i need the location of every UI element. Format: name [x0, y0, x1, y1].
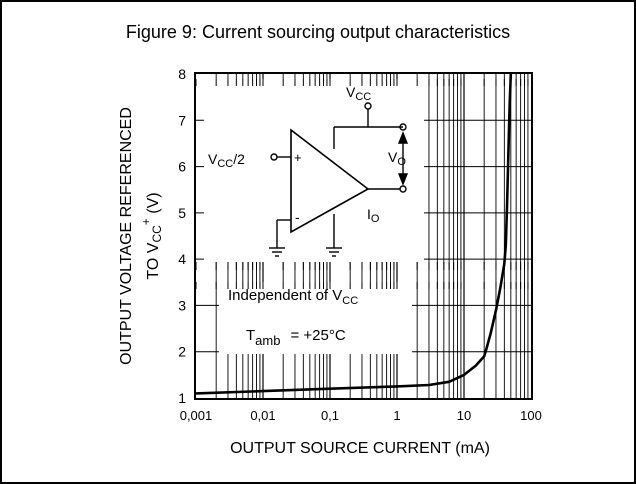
- inset-io-label: IO: [367, 206, 380, 225]
- y-tick-label: 6: [178, 159, 186, 175]
- y-tick-label: 2: [178, 344, 186, 360]
- x-tick-label: 100: [520, 408, 542, 423]
- inset-tick-marks: [195, 79, 529, 289]
- inset-vcc2-suffix: /2: [233, 151, 245, 167]
- y-tick-label: 8: [178, 66, 186, 82]
- y-tick-label: 7: [178, 112, 186, 128]
- x-tick-label: 10: [457, 408, 471, 423]
- inset-vcc2-sub: CC: [217, 158, 233, 170]
- annotation-tamb-sub: amb: [255, 333, 280, 348]
- y-tick-label: 1: [178, 390, 186, 406]
- y-tick-label: 3: [178, 297, 186, 313]
- x-tick-label: 0,001: [180, 408, 213, 423]
- opamp-minus-sign: -: [295, 209, 300, 225]
- annotation-tamb: Tamb = +25°C: [246, 327, 346, 348]
- curve-layer: [195, 73, 513, 395]
- plot-frame: [194, 72, 533, 400]
- figure-title: Figure 9: Current sourcing output charac…: [125, 22, 511, 42]
- inset-vcc-sub: CC: [355, 91, 371, 103]
- inset-vo-label: VO: [388, 149, 406, 168]
- x-axis-label: OUTPUT SOURCE CURRENT (mA): [230, 440, 490, 457]
- vo-top-terminal: [399, 123, 407, 131]
- vo-arrow-up: [397, 131, 409, 144]
- annotation-tamb-value: = +25°C: [290, 327, 345, 344]
- annotation-tamb-t: T: [246, 327, 255, 344]
- series-line-0: [195, 73, 513, 395]
- inset-vcc-label: VCC: [346, 84, 371, 103]
- opamp-triangle: [290, 128, 370, 234]
- x-tick-labels: 0,001 0,01 0,1 1 10 100: [180, 408, 542, 423]
- inset-vo-sub: O: [397, 156, 406, 168]
- vo-bottom-terminal: [399, 185, 407, 193]
- opamp-plus-sign: +: [294, 150, 302, 165]
- y-axis-label-unit: (V): [145, 192, 162, 218]
- inset-io-i: I: [367, 206, 371, 222]
- input-plus-terminal: [270, 153, 278, 161]
- y-axis-label-line1: OUTPUT VOLTAGE REFERENCED: [118, 107, 135, 365]
- annotation-independent: Independent of VCC: [228, 287, 358, 307]
- y-axis-label-sup: +: [139, 218, 153, 225]
- inset-vcc-v: V: [346, 84, 356, 100]
- annotation-independent-text: Independent of V: [228, 287, 342, 304]
- inset-io-sub: O: [371, 213, 380, 225]
- y-axis-label-line2: TO VCC+ (V): [139, 192, 164, 279]
- inset-vcc2-label: VCC/2: [208, 151, 245, 170]
- annotation-independent-sub: CC: [342, 295, 358, 307]
- annotation-background: [219, 282, 412, 354]
- y-tick-label: 4: [178, 251, 186, 267]
- x-tick-label: 0,01: [250, 408, 275, 423]
- y-tick-labels: 1 2 3 4 5 6 7 8: [178, 66, 186, 406]
- opamp-schematic: [269, 102, 409, 257]
- y-axis-label: OUTPUT VOLTAGE REFERENCED TO VCC+ (V): [118, 107, 164, 365]
- x-tick-label: 0,1: [321, 408, 339, 423]
- y-axis-label-to: TO V: [145, 242, 162, 279]
- vo-arrow-down: [397, 173, 409, 186]
- y-axis-label-sub: CC: [150, 225, 164, 243]
- vcc-terminal: [364, 102, 372, 110]
- x-tick-label: 1: [393, 408, 400, 423]
- inset-vo-v: V: [388, 149, 398, 165]
- inset-vcc2-v: V: [208, 151, 218, 167]
- y-tick-label: 5: [178, 205, 186, 221]
